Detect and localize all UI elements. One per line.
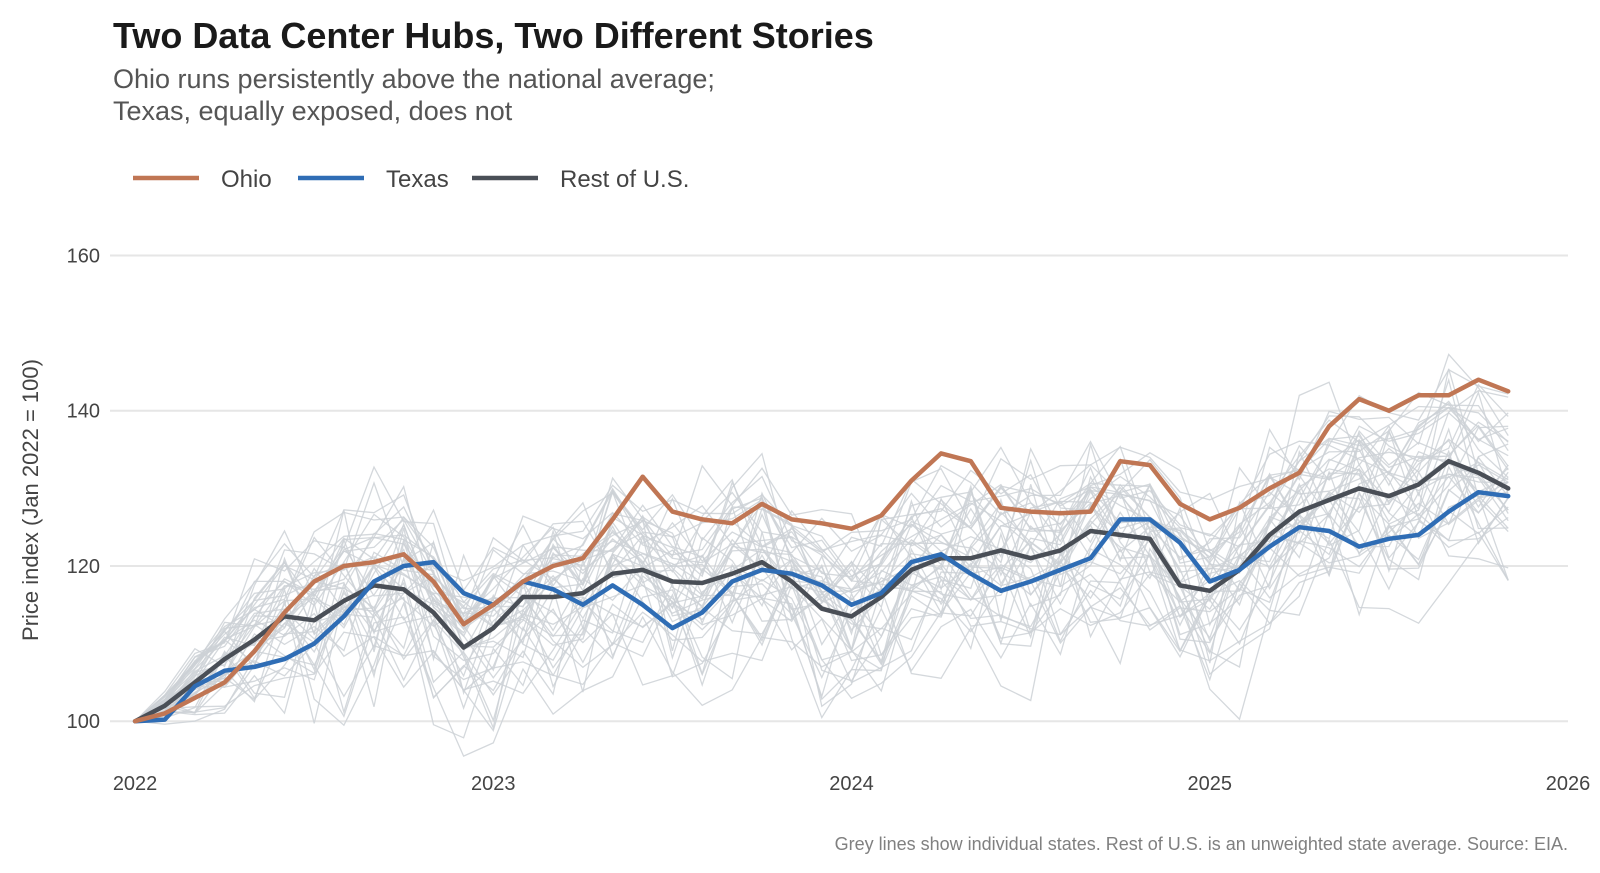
- x-axis: 2022 2023 2024 2025 2026: [113, 773, 1590, 795]
- y-tick-label: 140: [67, 401, 100, 423]
- x-tick-label: 2026: [1546, 773, 1591, 795]
- state-line: [134, 490, 1509, 722]
- state-line: [134, 411, 1509, 722]
- y-tick-label: 100: [67, 711, 100, 733]
- series-line-texas: [132, 489, 1511, 724]
- x-tick-label: 2025: [1188, 773, 1233, 795]
- legend: Ohio Texas Rest of U.S.: [133, 166, 689, 193]
- state-line: [134, 491, 1509, 723]
- state-line: [134, 455, 1509, 727]
- state-line: [134, 464, 1509, 722]
- state-line: [134, 455, 1509, 722]
- state-line: [135, 438, 1509, 722]
- y-tick-label: 160: [67, 246, 100, 268]
- state-line: [134, 383, 1509, 722]
- series-line-ohio: [132, 377, 1511, 724]
- state-line: [134, 353, 1509, 722]
- state-line: [134, 471, 1509, 722]
- state-line: [134, 450, 1509, 722]
- chart-caption: Grey lines show individual states. Rest …: [835, 834, 1568, 854]
- state-line: [134, 391, 1509, 722]
- x-tick-label: 2022: [113, 773, 158, 795]
- chart-subtitle-line-2: Texas, equally exposed, does not: [113, 96, 513, 126]
- state-lines: [134, 353, 1509, 757]
- x-tick-label: 2023: [471, 773, 516, 795]
- x-tick-label: 2024: [829, 773, 874, 795]
- state-line: [135, 497, 1509, 757]
- y-axis: 100 120 140 160: [67, 246, 100, 734]
- state-line: [134, 406, 1509, 722]
- legend-label: Texas: [386, 166, 449, 193]
- chart-title: Two Data Center Hubs, Two Different Stor…: [113, 15, 874, 56]
- legend-label: Ohio: [221, 166, 272, 193]
- legend-label: Rest of U.S.: [560, 166, 689, 193]
- y-tick-label: 120: [67, 556, 100, 578]
- state-line: [134, 368, 1509, 722]
- y-axis-title: Price index (Jan 2022 = 100): [18, 359, 43, 641]
- state-line: [134, 443, 1509, 722]
- state-line: [134, 405, 1509, 722]
- gridlines: [110, 254, 1568, 723]
- series-lines: [132, 377, 1511, 724]
- state-line: [134, 400, 1509, 722]
- chart-subtitle-line-1: Ohio runs persistently above the nationa…: [113, 64, 715, 94]
- state-line: [134, 402, 1509, 722]
